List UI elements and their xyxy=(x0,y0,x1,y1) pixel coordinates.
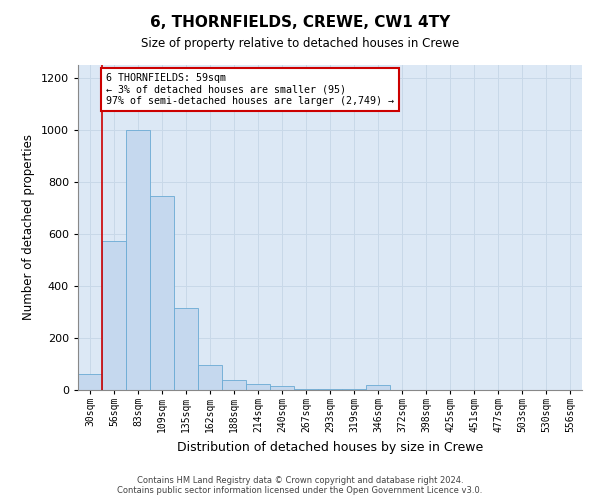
Text: 6 THORNFIELDS: 59sqm
← 3% of detached houses are smaller (95)
97% of semi-detach: 6 THORNFIELDS: 59sqm ← 3% of detached ho… xyxy=(106,73,394,106)
X-axis label: Distribution of detached houses by size in Crewe: Distribution of detached houses by size … xyxy=(177,440,483,454)
Bar xyxy=(150,196,174,390)
Text: 6, THORNFIELDS, CREWE, CW1 4TY: 6, THORNFIELDS, CREWE, CW1 4TY xyxy=(150,15,450,30)
Y-axis label: Number of detached properties: Number of detached properties xyxy=(22,134,35,320)
Bar xyxy=(126,130,150,390)
Bar xyxy=(366,385,390,390)
Bar xyxy=(342,388,366,390)
Bar xyxy=(102,240,126,390)
Bar xyxy=(222,380,246,390)
Bar xyxy=(294,388,318,390)
Bar xyxy=(318,388,342,390)
Bar xyxy=(270,386,294,390)
Bar xyxy=(246,384,270,390)
Bar xyxy=(78,374,102,390)
Text: Size of property relative to detached houses in Crewe: Size of property relative to detached ho… xyxy=(141,38,459,51)
Bar xyxy=(198,366,222,390)
Text: Contains HM Land Registry data © Crown copyright and database right 2024.
Contai: Contains HM Land Registry data © Crown c… xyxy=(118,476,482,495)
Bar xyxy=(174,308,198,390)
